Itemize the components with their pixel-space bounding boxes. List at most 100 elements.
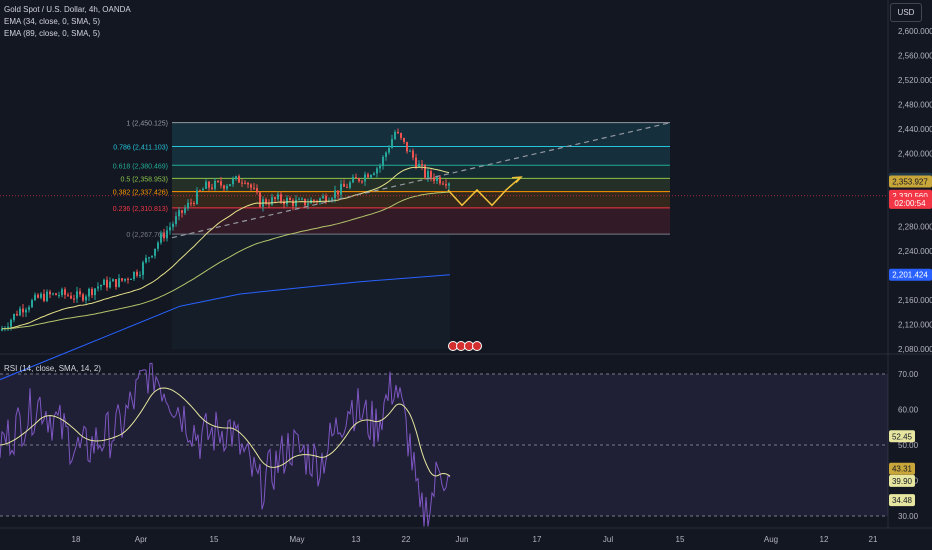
candle-body (418, 163, 420, 168)
rsi-tick: 60.00 (898, 406, 919, 415)
candle-body (10, 319, 12, 327)
candle-body (7, 326, 9, 329)
price-tick: 2,240.000 (898, 247, 932, 256)
time-tick: 21 (869, 535, 878, 544)
candle-body (289, 197, 291, 201)
candle-body (85, 296, 87, 301)
candle-body (436, 177, 438, 181)
rsi-label[interactable]: RSI (14, close, SMA, 14, 2) (4, 364, 101, 373)
candle-body (61, 289, 63, 296)
price-tick: 2,480.000 (898, 100, 932, 109)
currency-button[interactable]: USD (890, 3, 922, 22)
candle-body (415, 157, 417, 168)
candle-body (337, 190, 339, 195)
candle-body (22, 308, 24, 313)
economic-event-icon (472, 341, 482, 351)
fib-zone (172, 178, 670, 192)
rsi-tick: 70.00 (898, 370, 919, 379)
time-tick: 12 (820, 535, 829, 544)
time-tick: Apr (135, 535, 148, 544)
candle-body (424, 165, 426, 178)
candle-body (73, 298, 75, 300)
rsi-line (0, 362, 451, 527)
candle-body (349, 182, 351, 188)
candle-body (193, 202, 195, 204)
candle-body (442, 183, 444, 185)
candle-body (58, 295, 60, 297)
candle-body (391, 139, 393, 149)
candle-body (265, 199, 267, 204)
candle-body (16, 313, 18, 316)
candle-body (433, 177, 435, 181)
candle-body (184, 208, 186, 213)
candle-body (37, 294, 39, 298)
candle-body (127, 278, 129, 280)
candle-body (64, 289, 66, 295)
candle-body (277, 194, 279, 199)
candle-body (274, 197, 276, 199)
volume-profile-area (172, 234, 450, 349)
time-tick: 15 (676, 535, 685, 544)
ema-89-line (2, 191, 450, 330)
candle-body (67, 294, 69, 296)
candle-body (268, 203, 270, 205)
candle-body (394, 131, 396, 140)
fib-level-label: 0.5 (2,358.953) (121, 176, 168, 183)
candle-body (19, 308, 21, 316)
candle-body (382, 156, 384, 166)
candle-body (190, 202, 192, 204)
rsi-value-label: 52.45 (892, 432, 913, 441)
candle-body (211, 187, 213, 189)
candle-body (160, 233, 162, 243)
candle-body (31, 300, 33, 308)
candle-body (76, 291, 78, 299)
rsi-ma-line (0, 387, 451, 477)
candle-body (55, 293, 57, 296)
candle-body (412, 150, 414, 158)
time-tick: Jul (603, 535, 613, 544)
ema-89-label[interactable]: EMA (89, close, 0, SMA, 5) (4, 29, 101, 38)
rsi-value-label-bg (889, 494, 915, 507)
candle-body (13, 313, 15, 320)
fib-zone (172, 165, 670, 179)
chart-legend: Gold Spot / U.S. Dollar, 4h, OANDA EMA (… (4, 4, 131, 40)
candle-body (346, 186, 348, 188)
candle-body (445, 184, 447, 186)
candle-body (238, 176, 240, 183)
candle-body (322, 196, 324, 199)
candle-body (145, 257, 147, 263)
time-tick: 22 (402, 535, 411, 544)
price-label-bg (889, 196, 932, 209)
candle-body (379, 165, 381, 169)
rsi-value-label-bg (889, 462, 915, 475)
candle-body (139, 274, 141, 276)
candle-body (43, 293, 45, 302)
time-tick: 15 (210, 535, 219, 544)
fib-level-label: 0.618 (2,380.469) (113, 163, 168, 170)
candle-body (286, 197, 288, 205)
fib-zone (172, 191, 670, 208)
symbol-title[interactable]: Gold Spot / U.S. Dollar, 4h, OANDA (4, 5, 131, 14)
candle-body (1, 328, 3, 331)
fib-zone (172, 122, 670, 147)
candle-body (175, 216, 177, 224)
candle-body (250, 184, 252, 188)
candle-body (373, 173, 375, 175)
ema-34-label[interactable]: EMA (34, close, 0, SMA, 5) (4, 17, 101, 26)
candle-body (34, 294, 36, 301)
rsi-value-label: 43.31 (892, 465, 913, 474)
candle-body (103, 279, 105, 285)
candle-body (196, 190, 198, 204)
candle-body (49, 291, 51, 295)
candle-body (133, 271, 135, 280)
candle-body (244, 182, 246, 184)
rsi-tick: 30.00 (898, 512, 919, 521)
candle-body (256, 188, 258, 193)
price-tick: 2,280.000 (898, 223, 932, 232)
candle-body (79, 291, 81, 295)
candle-body (229, 184, 231, 187)
price-label: 2,353.927 (892, 177, 928, 186)
candle-body (292, 200, 294, 206)
price-tick: 2,160.000 (898, 296, 932, 305)
